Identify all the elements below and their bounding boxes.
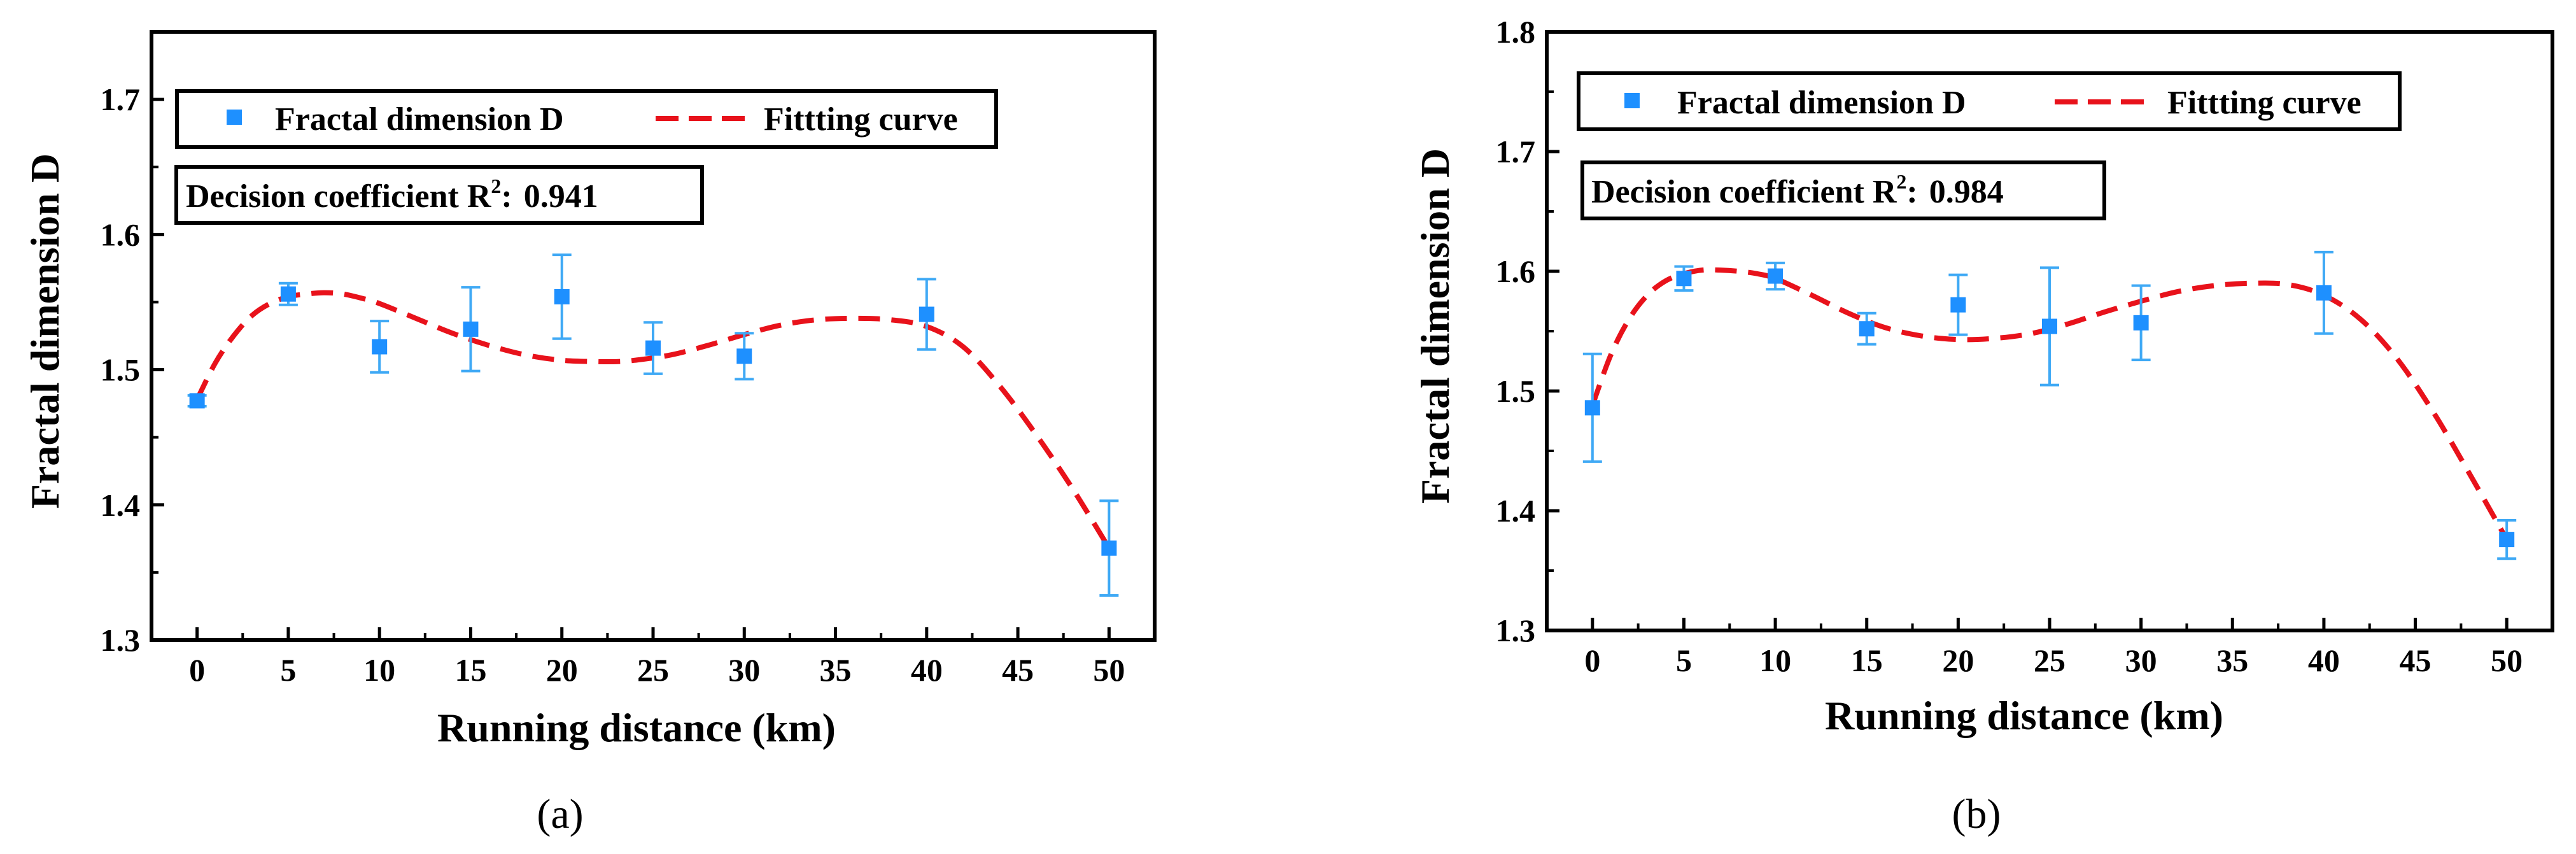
x-tick-label: 15	[454, 652, 486, 688]
r2-annotation: Decision coefficient R2: 0.941	[186, 174, 598, 215]
r2-prefix: Decision coefficient R	[186, 178, 492, 215]
data-point	[189, 393, 205, 409]
r2-superscript: 2	[491, 174, 501, 197]
x-tick-label: 45	[2400, 643, 2432, 678]
data-point	[2042, 318, 2057, 334]
r2-value: 0.984	[1929, 174, 2004, 210]
x-tick-label: 5	[280, 652, 296, 688]
y-tick-label: 1.6	[101, 217, 141, 252]
data-point	[1676, 271, 1692, 287]
data-point	[1950, 297, 1966, 313]
y-axis-ticks: 1.3 1.4 1.5 1.6 1.7	[101, 31, 164, 658]
x-axis-ticks: 0 5 10 15 20 25 30 35 40 45 50	[189, 627, 1125, 688]
x-tick-label: 20	[1942, 643, 1974, 678]
panel-caption: (b)	[1952, 791, 2001, 837]
legend-curve-label: Fittting curve	[2167, 85, 2361, 121]
r2-prefix: Decision coefficient R	[1591, 174, 1897, 210]
y-tick-label: 1.5	[101, 352, 141, 388]
y-tick-label: 1.3	[101, 622, 141, 658]
data-point	[1768, 268, 1784, 284]
marker-layer	[1584, 268, 2515, 548]
r2-box	[1580, 160, 2106, 220]
r2-superscript: 2	[1896, 170, 1906, 193]
x-tick-label: 0	[189, 652, 205, 688]
marker-layer	[189, 286, 1117, 556]
data-point	[736, 348, 752, 364]
chart-panel-b: 0 5 10 15 20 25 30 35 40 45 50 1.31.41.51.61.71.8 …	[1412, 14, 2554, 837]
legend-box	[1577, 71, 2402, 131]
y-tick-label: 1.7	[101, 82, 141, 117]
r2-annotation: Decision coefficient R2: 0.984	[1591, 170, 2004, 210]
y-tick-label: 1.5	[1496, 373, 1536, 409]
x-tick-label: 10	[363, 652, 395, 688]
x-axis-label: Running distance (km)	[1825, 693, 2223, 738]
data-point	[2316, 285, 2332, 301]
x-tick-label: 25	[2034, 643, 2066, 678]
x-tick-label: 50	[2491, 643, 2523, 678]
r2-separator: :	[1906, 174, 1917, 210]
x-axis-label: Running distance (km)	[437, 705, 836, 750]
x-axis-ticks: 0 5 10 15 20 25 30 35 40 45 50	[1584, 618, 2523, 678]
y-tick-label: 1.8	[1496, 14, 1536, 50]
data-point	[2499, 532, 2515, 548]
data-point	[1859, 321, 1875, 337]
y-axis-label: Fractal dimension D	[22, 153, 67, 509]
legend-marker-label: Fractal dimension D	[275, 101, 564, 138]
y-tick-label: 1.6	[1496, 253, 1536, 289]
x-tick-label: 25	[637, 652, 669, 688]
data-point	[2133, 315, 2149, 331]
r2-box	[174, 165, 704, 225]
legend-marker-label: Fractal dimension D	[1677, 85, 1966, 121]
r2-separator: :	[501, 178, 512, 215]
x-tick-label: 50	[1093, 652, 1125, 688]
y-axis-label: Fractal dimension D	[1412, 148, 1458, 504]
panel-caption: (a)	[537, 791, 583, 837]
y-tick-label: 1.4	[101, 487, 141, 523]
x-tick-label: 35	[820, 652, 852, 688]
data-point	[645, 340, 661, 356]
x-tick-label: 40	[911, 652, 943, 688]
x-tick-label: 30	[2125, 643, 2157, 678]
x-tick-label: 5	[1676, 643, 1692, 678]
x-tick-label: 10	[1759, 643, 1791, 678]
x-tick-label: 0	[1584, 643, 1600, 678]
data-point	[463, 321, 479, 337]
legend-curve-label: Fittting curve	[764, 101, 958, 138]
y-tick-label: 1.7	[1496, 134, 1536, 169]
x-tick-label: 40	[2308, 643, 2340, 678]
x-tick-label: 20	[546, 652, 578, 688]
x-tick-label: 15	[1851, 643, 1883, 678]
data-point	[1584, 400, 1600, 416]
y-tick-label: 1.3	[1496, 613, 1536, 648]
legend-box	[175, 89, 998, 149]
r2-value: 0.941	[524, 178, 598, 215]
chart-panel-a: 0 5 10 15 20 25 30 35 40 45 50 1.3 1.4 1.5 1.6 1.7 Run…	[22, 30, 1157, 837]
y-tick-label: 1.4	[1496, 493, 1536, 529]
data-point	[372, 339, 388, 355]
data-point	[280, 286, 296, 302]
errorbar-layer	[1582, 250, 2517, 560]
data-point	[1101, 540, 1117, 556]
x-tick-label: 35	[2216, 643, 2248, 678]
x-tick-label: 45	[1002, 652, 1034, 688]
legend-marker-swatch	[1624, 93, 1640, 108]
x-tick-label: 30	[728, 652, 760, 688]
data-point	[554, 288, 570, 304]
errorbar-layer	[187, 253, 1119, 597]
y-axis-ticks: 1.3 1.4 1.5 1.6 1.7 1.8	[1496, 14, 1559, 648]
legend-marker-swatch	[227, 110, 242, 125]
data-point	[918, 306, 934, 322]
